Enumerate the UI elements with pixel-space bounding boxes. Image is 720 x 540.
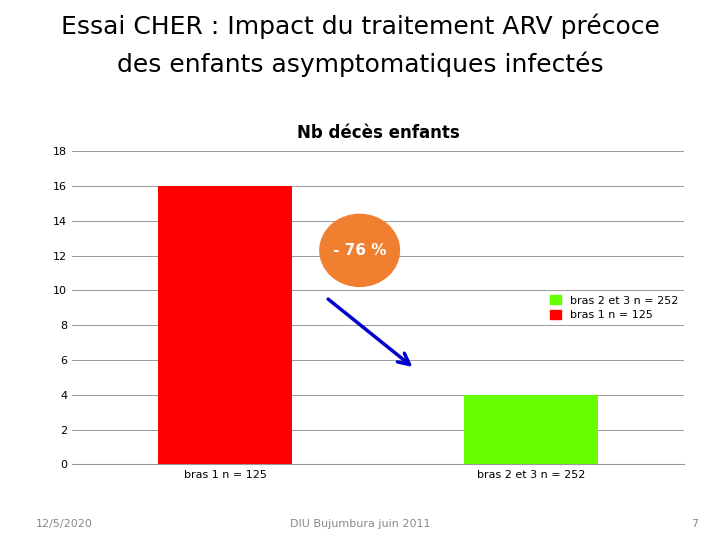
Bar [158,186,292,464]
Text: DIU Bujumbura juin 2011: DIU Bujumbura juin 2011 [289,519,431,529]
Text: 7: 7 [691,519,698,529]
Text: - 76 %: - 76 % [333,243,387,258]
Text: Essai CHER : Impact du traitement ARV précoce: Essai CHER : Impact du traitement ARV pr… [60,14,660,39]
Legend: bras 2 et 3 n = 252, bras 1 n = 125: bras 2 et 3 n = 252, bras 1 n = 125 [550,295,678,320]
Text: 12/5/2020: 12/5/2020 [36,519,93,529]
Text: Nb décès enfants: Nb décès enfants [297,124,459,142]
Text: des enfants asymptomatiques infectés: des enfants asymptomatiques infectés [117,51,603,77]
Bar [464,395,598,464]
Ellipse shape [320,214,400,286]
